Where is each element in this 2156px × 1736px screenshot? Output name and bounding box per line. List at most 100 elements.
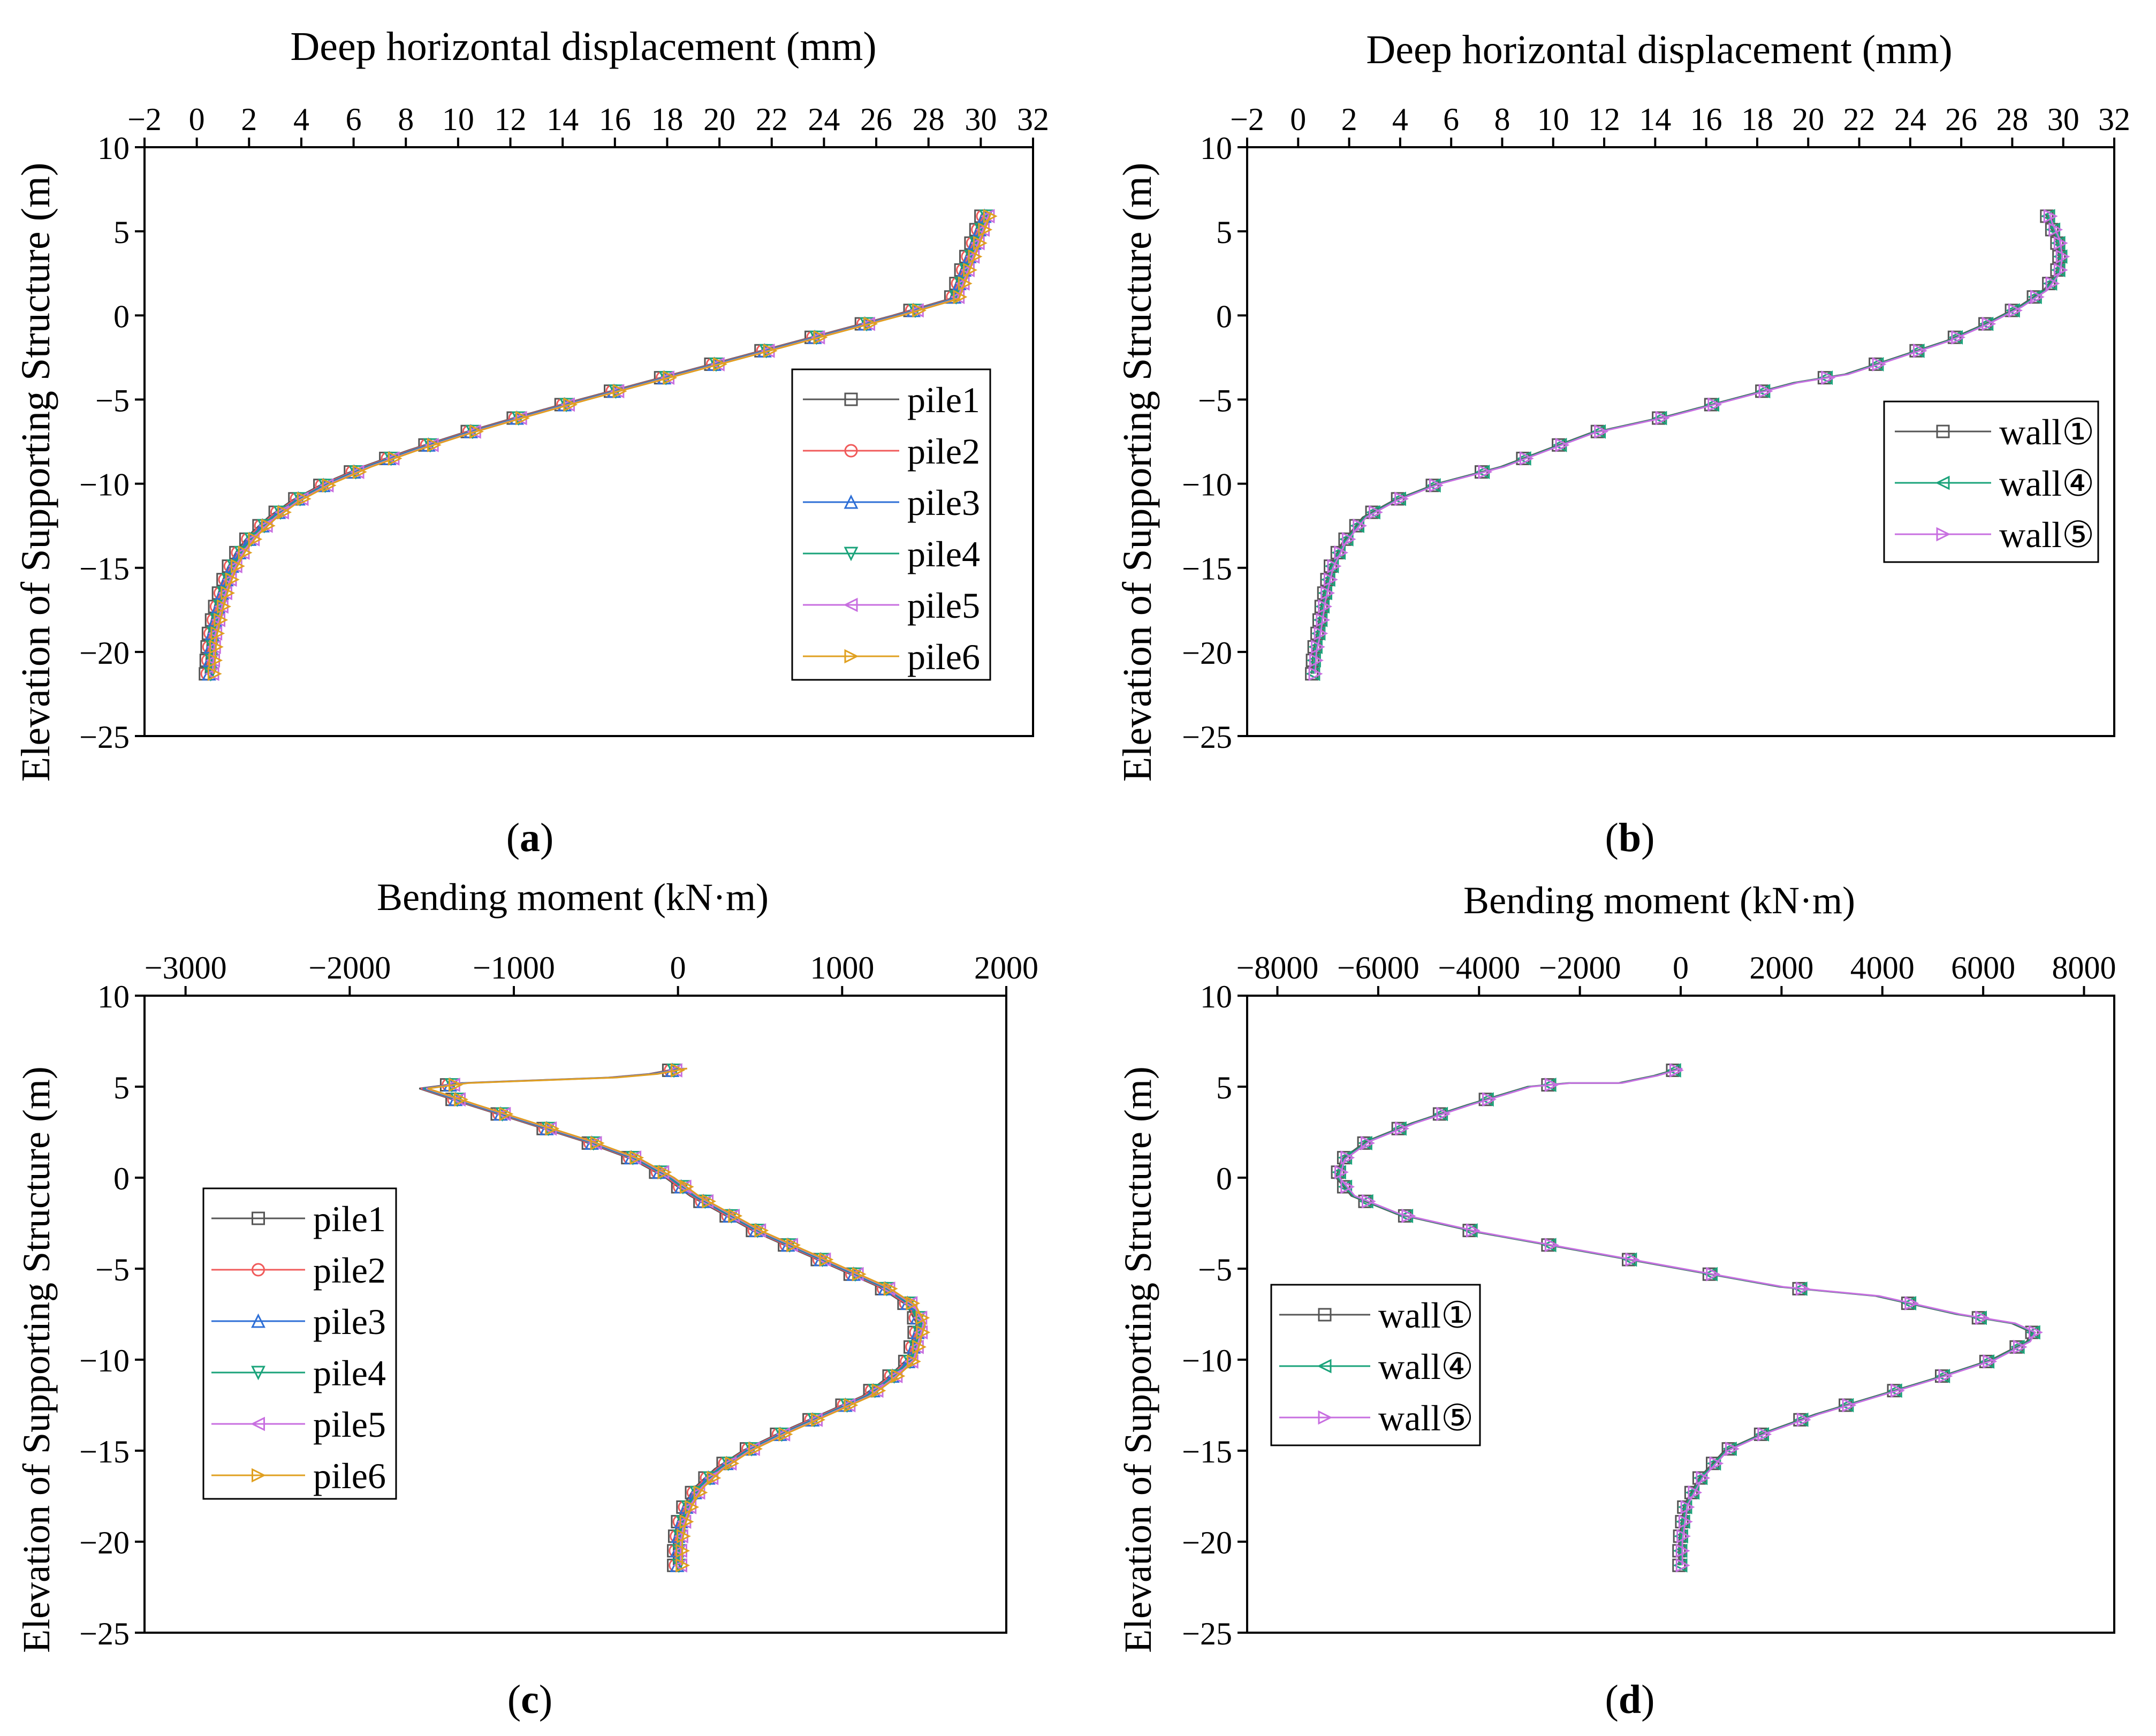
panel-c-legend-pile5-label: pile5 bbox=[313, 1404, 386, 1445]
panel-b-xtick-label: 16 bbox=[1690, 102, 1722, 137]
panel-b-legend-wall①-label: wall① bbox=[1999, 412, 2094, 452]
panel-b-legend-wall⑤-label: wall⑤ bbox=[1999, 514, 2094, 555]
panel-a-xtick-label: −2 bbox=[127, 102, 162, 137]
panel-d-x-ticks: −8000 −6000 −4000 −2000 0 2000 4000 6000 8000 bbox=[1236, 950, 2116, 996]
panel-a-xtick-label: 6 bbox=[346, 102, 362, 137]
panel-d-ytick-label: −15 bbox=[1182, 1434, 1232, 1469]
panel-b-ytick-label: −5 bbox=[1198, 383, 1232, 418]
panel-c-series-pile3-markers bbox=[444, 1064, 923, 1571]
panel-a-ytick-label: 10 bbox=[97, 131, 130, 166]
panel-a-legend-pile6-label: pile6 bbox=[907, 636, 980, 677]
panel-b-xtick-label: 26 bbox=[1945, 102, 1977, 137]
panel-c-series-pile2-markers bbox=[443, 1064, 922, 1571]
panel-d-label: (d) bbox=[1605, 1677, 1655, 1722]
panel-d: Bending moment (kN·m) Elevation of Suppo… bbox=[1117, 879, 2116, 1722]
panel-c-legend: pile1 pile2 pile3 pile4 pile5 pile6 bbox=[203, 1188, 396, 1499]
panel-c-series-pile4-line bbox=[424, 1068, 922, 1565]
panel-b-ytick-label: −25 bbox=[1182, 719, 1232, 755]
panel-c-ytick-label: 10 bbox=[97, 979, 130, 1014]
panel-b-label: (b) bbox=[1605, 815, 1655, 860]
figure: Deep horizontal displacement (mm) Elevat… bbox=[0, 0, 2156, 1736]
panel-c-ytick-label: −20 bbox=[79, 1525, 130, 1560]
panel-a-xtick-label: 24 bbox=[808, 102, 840, 137]
panel-a-xtick-label: 16 bbox=[599, 102, 631, 137]
panel-b-ytick-label: −20 bbox=[1182, 635, 1232, 671]
panel-a-label: (a) bbox=[506, 815, 554, 860]
panel-b-xtick-label: 20 bbox=[1792, 102, 1824, 137]
panel-c-legend-pile6-label: pile6 bbox=[313, 1455, 386, 1496]
panel-a-xtick-label: 22 bbox=[756, 102, 788, 137]
panel-d-xtick-label: −8000 bbox=[1236, 950, 1319, 985]
panel-d-xlabel: Bending moment (kN·m) bbox=[1463, 879, 1855, 922]
panel-b-xtick-label: 8 bbox=[1494, 102, 1510, 137]
panel-c-ytick-label: −10 bbox=[79, 1343, 130, 1378]
panel-a-legend-pile3-label: pile3 bbox=[907, 482, 980, 523]
panel-c-series-pile2-line bbox=[421, 1068, 918, 1565]
panel-c-series bbox=[419, 1064, 929, 1571]
panel-d-ytick-label: 5 bbox=[1216, 1070, 1232, 1105]
panel-b-ytick-label: 5 bbox=[1216, 215, 1232, 250]
panel-b-xlabel: Deep horizontal displacement (mm) bbox=[1366, 27, 1952, 72]
panel-b-ytick-label: −10 bbox=[1182, 467, 1232, 503]
panel-c-xtick-label: 1000 bbox=[810, 950, 874, 985]
panel-b-xtick-label: 10 bbox=[1537, 102, 1569, 137]
panel-d-legend-wall⑤-label: wall⑤ bbox=[1378, 1398, 1474, 1438]
panel-d-legend-wall①-label: wall① bbox=[1378, 1295, 1474, 1336]
panel-b-ylabel: Elevation of Supporting Structure (m) bbox=[1115, 163, 1160, 782]
panel-a-xtick-label: 14 bbox=[546, 102, 579, 137]
panel-c-ytick-label: −5 bbox=[95, 1252, 130, 1287]
panel-b-xtick-label: 22 bbox=[1843, 102, 1876, 137]
panel-a-xtick-label: 4 bbox=[293, 102, 309, 137]
panel-b-legend-wall④-label: wall④ bbox=[1999, 463, 2094, 504]
panel-b-xtick-label: 32 bbox=[2098, 102, 2130, 137]
panel-a-xtick-label: 28 bbox=[913, 102, 945, 137]
panel-c-legend-pile2-label: pile2 bbox=[313, 1250, 386, 1291]
panel-d-ytick-label: 10 bbox=[1200, 979, 1232, 1014]
panel-a-y-ticks: 10 5 0 −5 −10 −15 −20 −25 bbox=[79, 131, 145, 755]
panel-a-xtick-label: 32 bbox=[1017, 102, 1049, 137]
panel-a-xtick-label: 2 bbox=[241, 102, 257, 137]
panel-a-legend-pile5-label: pile5 bbox=[907, 585, 980, 626]
panel-d-xtick-label: 2000 bbox=[1749, 950, 1813, 985]
panel-a-ytick-label: −15 bbox=[79, 551, 130, 587]
panel-c-ytick-label: 5 bbox=[113, 1070, 130, 1105]
panel-d-xtick-label: 6000 bbox=[1951, 950, 2015, 985]
panel-c-legend-pile4-label: pile4 bbox=[313, 1353, 386, 1393]
panel-c-ytick-label: −25 bbox=[79, 1616, 130, 1651]
panel-a-xtick-label: 10 bbox=[442, 102, 474, 137]
panel-a-ytick-label: −10 bbox=[79, 467, 130, 503]
panel-b-xtick-label: 6 bbox=[1443, 102, 1459, 137]
panel-a-ytick-label: 5 bbox=[113, 215, 130, 250]
panel-d-ytick-label: −25 bbox=[1182, 1616, 1232, 1651]
panel-c-xtick-label: 2000 bbox=[974, 950, 1038, 985]
panel-b-xtick-label: 30 bbox=[2047, 102, 2079, 137]
panel-c-legend-pile3-label: pile3 bbox=[313, 1301, 386, 1342]
panel-c-xtick-label: 0 bbox=[670, 950, 686, 985]
panel-d-ylabel: Elevation of Supporting Structure (m) bbox=[1117, 1066, 1159, 1653]
panel-b-y-ticks: 1050−5−10−15−20−25 bbox=[1182, 131, 1247, 755]
panel-a-xtick-label: 12 bbox=[495, 102, 527, 137]
panel-d-xtick-label: 8000 bbox=[2052, 950, 2116, 985]
panel-c-ytick-label: 0 bbox=[113, 1161, 130, 1196]
panel-a-xtick-label: 30 bbox=[965, 102, 997, 137]
panel-d-ytick-label: −5 bbox=[1198, 1252, 1232, 1287]
panel-b-ytick-label: 0 bbox=[1216, 299, 1232, 334]
panel-a-legend-pile4-label: pile4 bbox=[907, 534, 980, 574]
panel-a-ytick-label: −20 bbox=[79, 635, 130, 671]
panel-a-ylabel: Elevation of Supporting Structure (m) bbox=[13, 163, 58, 782]
panel-a-xtick-label: 18 bbox=[651, 102, 683, 137]
panel-b-xtick-label: −2 bbox=[1230, 102, 1264, 137]
panel-d-ytick-label: 0 bbox=[1216, 1161, 1232, 1196]
panel-c-legend-pile1-label: pile1 bbox=[313, 1199, 386, 1239]
panel-b-legend: wall① wall④ wall⑤ bbox=[1884, 401, 2098, 562]
panel-c-xtick-label: −2000 bbox=[308, 950, 391, 985]
panel-c-series-pile6-line bbox=[428, 1068, 925, 1565]
panel-d-ytick-label: −20 bbox=[1182, 1525, 1232, 1560]
panel-d-xtick-label: −2000 bbox=[1539, 950, 1621, 985]
panel-b-xtick-label: 12 bbox=[1588, 102, 1620, 137]
panel-c-ytick-label: −15 bbox=[79, 1434, 130, 1469]
panel-d-legend: wall①wall④wall⑤ bbox=[1271, 1285, 1480, 1445]
panel-b-ytick-label: −15 bbox=[1182, 551, 1232, 587]
panel-d-xtick-label: 0 bbox=[1673, 950, 1689, 985]
panel-c-series-pile1-line bbox=[419, 1068, 916, 1565]
